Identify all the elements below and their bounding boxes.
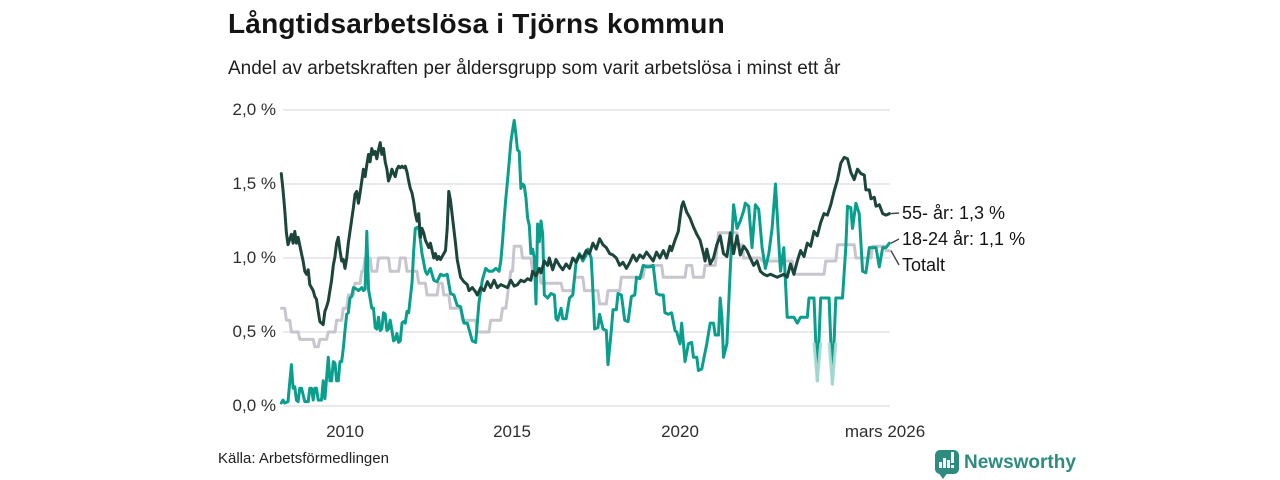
- y-tick-1-5: 1,5 %: [232, 174, 276, 193]
- chart-subtitle: Andel av arbetskraften per åldersgrupp s…: [228, 58, 841, 79]
- logo-tail: [938, 472, 948, 479]
- newsworthy-wordmark: Newsworthy: [964, 452, 1076, 473]
- x-tick-mars-2026: mars 2026: [844, 422, 926, 441]
- y-tick-2-0: 2,0 %: [232, 100, 276, 119]
- x-tick-2015: 2015: [493, 422, 531, 441]
- logo-bar-1: [939, 462, 942, 468]
- y-tick-1-0: 1,0 %: [232, 248, 276, 267]
- x-tick-2020: 2020: [661, 422, 699, 441]
- logo-exclamation: [951, 452, 954, 463]
- logo-bar-3: [947, 460, 950, 468]
- newsworthy-logo-icon: [935, 450, 959, 479]
- series-end-label-55: 55- år: 1,3 %: [902, 203, 1006, 223]
- y-tick-0-5: 0,5 %: [232, 322, 276, 341]
- logo-exclamation-dot: [951, 465, 954, 468]
- x-tick-2010: 2010: [326, 422, 364, 441]
- source-note: Källa: Arbetsförmedlingen: [218, 450, 389, 467]
- y-tick-0-0: 0,0 %: [232, 396, 276, 415]
- logo-bar-2: [943, 458, 946, 468]
- series-end-label-totalt: Totalt: [902, 255, 946, 275]
- series-end-label-18-24: 18-24 år: 1,1 %: [902, 229, 1026, 249]
- page-title: Långtidsarbetslösa i Tjörns kommun: [228, 8, 725, 39]
